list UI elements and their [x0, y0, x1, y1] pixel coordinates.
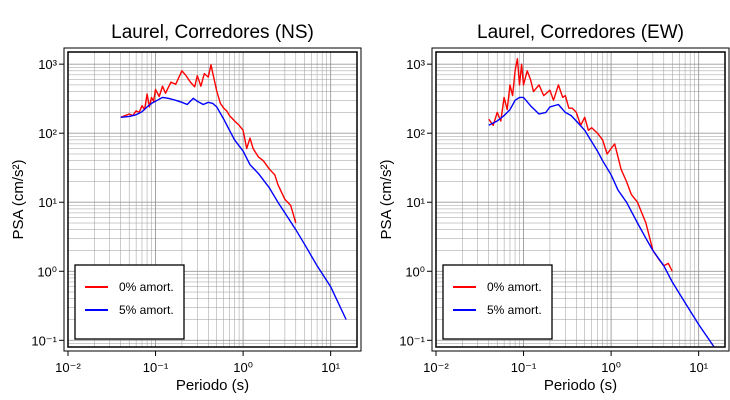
- tick-marks: [59, 63, 332, 356]
- x-tick-label: 10⁰: [601, 360, 621, 375]
- chart-panel-2: 10⁻² 10⁻¹ 10⁰ 10¹ 10⁻¹ 10⁰ 10¹ 10² 10³ Laurel, Co…: [378, 22, 730, 394]
- axes-frame: [435, 51, 726, 348]
- series-group: [120, 64, 347, 320]
- y-axis-label: PSA (cm/s²): [378, 159, 395, 239]
- series-group: [488, 58, 715, 347]
- y-tick-label: 10²: [38, 126, 57, 141]
- series-line-1: [488, 58, 673, 272]
- y-tick-label: 10¹: [38, 195, 57, 210]
- x-tick-label: 10⁰: [233, 360, 253, 375]
- legend-label: 5% amort.: [119, 303, 174, 317]
- legend: 0% amort. 5% amort.: [74, 264, 185, 340]
- axes-outer-frame: [431, 47, 730, 352]
- y-tick-label: 10⁰: [37, 264, 57, 279]
- legend: 0% amort. 5% amort.: [442, 264, 553, 340]
- grid-lines: [435, 52, 726, 348]
- x-axis-label: Periodo (s): [544, 377, 617, 394]
- y-tick-label: 10³: [38, 57, 57, 72]
- series-line-1: [120, 64, 297, 224]
- x-tick-label: 10⁻¹: [143, 360, 169, 375]
- y-axis-label: PSA (cm/s²): [10, 159, 27, 239]
- chart-title: Laurel, Corredores (NS): [111, 22, 314, 43]
- legend-box: [442, 264, 553, 340]
- legend-label: 0% amort.: [487, 280, 542, 294]
- y-tick-label: 10²: [406, 126, 425, 141]
- legend-label: 5% amort.: [487, 303, 542, 317]
- y-tick-label: 10³: [406, 57, 425, 72]
- legend-box: [74, 264, 185, 340]
- chart-title: Laurel, Corredores (EW): [477, 22, 684, 43]
- series-line-2: [488, 96, 715, 347]
- x-axis-label: Periodo (s): [176, 377, 249, 394]
- x-tick-label: 10⁻¹: [511, 360, 537, 375]
- tick-marks: [427, 63, 700, 356]
- legend-label: 0% amort.: [119, 280, 174, 294]
- x-tick-label: 10¹: [689, 360, 708, 375]
- y-tick-label: 10⁰: [405, 264, 425, 279]
- y-tick-label: 10¹: [406, 195, 425, 210]
- x-tick-label: 10¹: [321, 360, 340, 375]
- y-tick-label: 10⁻¹: [31, 333, 57, 348]
- axes-frame: [67, 51, 358, 348]
- x-tick-label: 10⁻²: [55, 360, 81, 375]
- chart-panel-1: 10⁻² 10⁻¹ 10⁰ 10¹ 10⁻¹ 10⁰ 10¹ 10² 10³ Laurel, Co…: [10, 22, 362, 394]
- y-tick-label: 10⁻¹: [399, 333, 425, 348]
- x-tick-label: 10⁻²: [423, 360, 449, 375]
- axes-outer-frame: [63, 47, 362, 352]
- series-line-2: [120, 96, 347, 320]
